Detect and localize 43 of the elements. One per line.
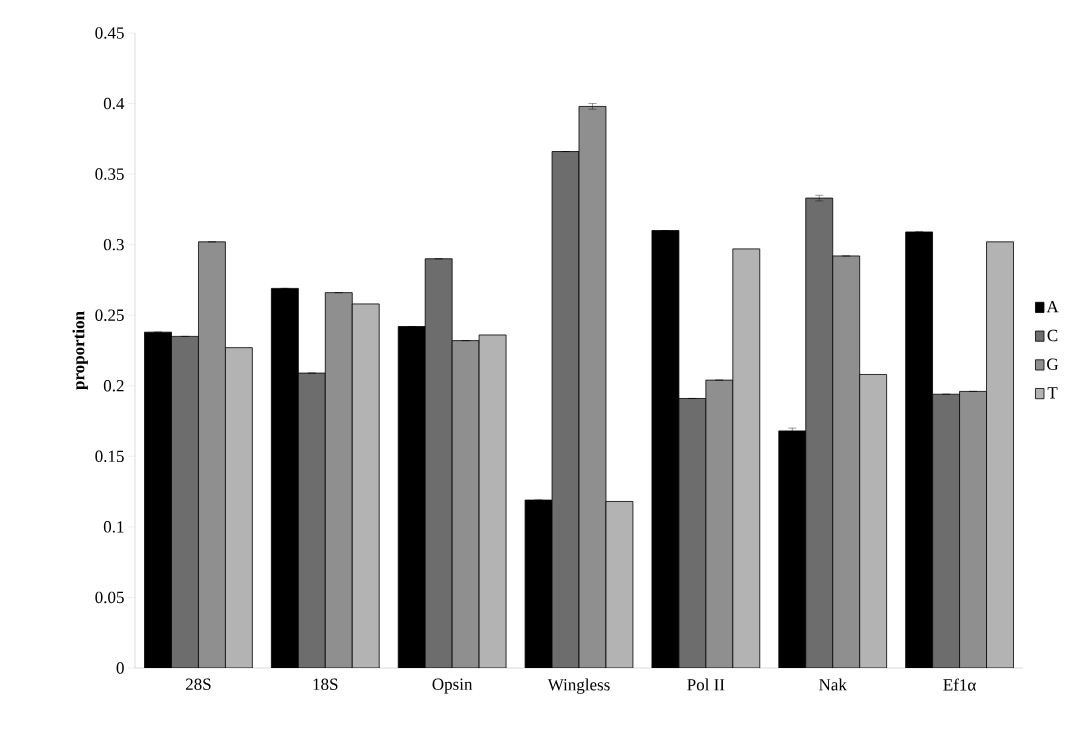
bar (959, 391, 987, 668)
bar (732, 248, 761, 668)
bar (578, 105, 607, 668)
y-tick-label: 0.2 (103, 379, 124, 392)
legend-label: A (1046, 301, 1059, 313)
bar (705, 379, 734, 668)
bar (678, 398, 707, 668)
x-tick-label: Pol II (687, 678, 725, 691)
x-tick-label: Opsin (432, 678, 473, 694)
bar (424, 258, 453, 668)
y-tick-label: 0.25 (95, 309, 124, 321)
y-tick-label: 0.3 (103, 238, 124, 251)
y-tick-label: 0 (116, 662, 124, 674)
x-tick-label: 28S (185, 678, 211, 690)
bar (832, 255, 861, 668)
y-tick-label: 0.4 (103, 97, 125, 110)
y-tick-label: 0.45 (95, 27, 124, 39)
bar (859, 374, 888, 668)
bar (171, 335, 199, 668)
x-tick-label: Nak (819, 678, 847, 691)
legend-label: G (1047, 358, 1059, 370)
legend-label: T (1047, 387, 1058, 399)
bar (451, 340, 480, 668)
y-axis-title: proportion (72, 311, 88, 390)
bar (805, 197, 834, 668)
bar (324, 292, 353, 668)
bar (986, 241, 1014, 668)
bar (198, 241, 226, 668)
bar (478, 334, 507, 668)
y-tick-label: 0.35 (95, 168, 124, 180)
legend-label: C (1047, 329, 1058, 342)
bar (605, 501, 634, 668)
y-tick-label: 0.05 (95, 591, 124, 604)
x-tick-label: Wingless (547, 678, 610, 694)
bar (351, 303, 380, 668)
y-tick-label: 0.1 (103, 521, 124, 533)
bar (297, 372, 326, 668)
x-tick-label: Ef1α (943, 678, 976, 691)
bar (932, 393, 960, 668)
bar (551, 151, 580, 668)
y-tick-label: 0.15 (95, 450, 124, 463)
x-tick-label: 18S (313, 678, 338, 690)
bar (225, 347, 253, 668)
